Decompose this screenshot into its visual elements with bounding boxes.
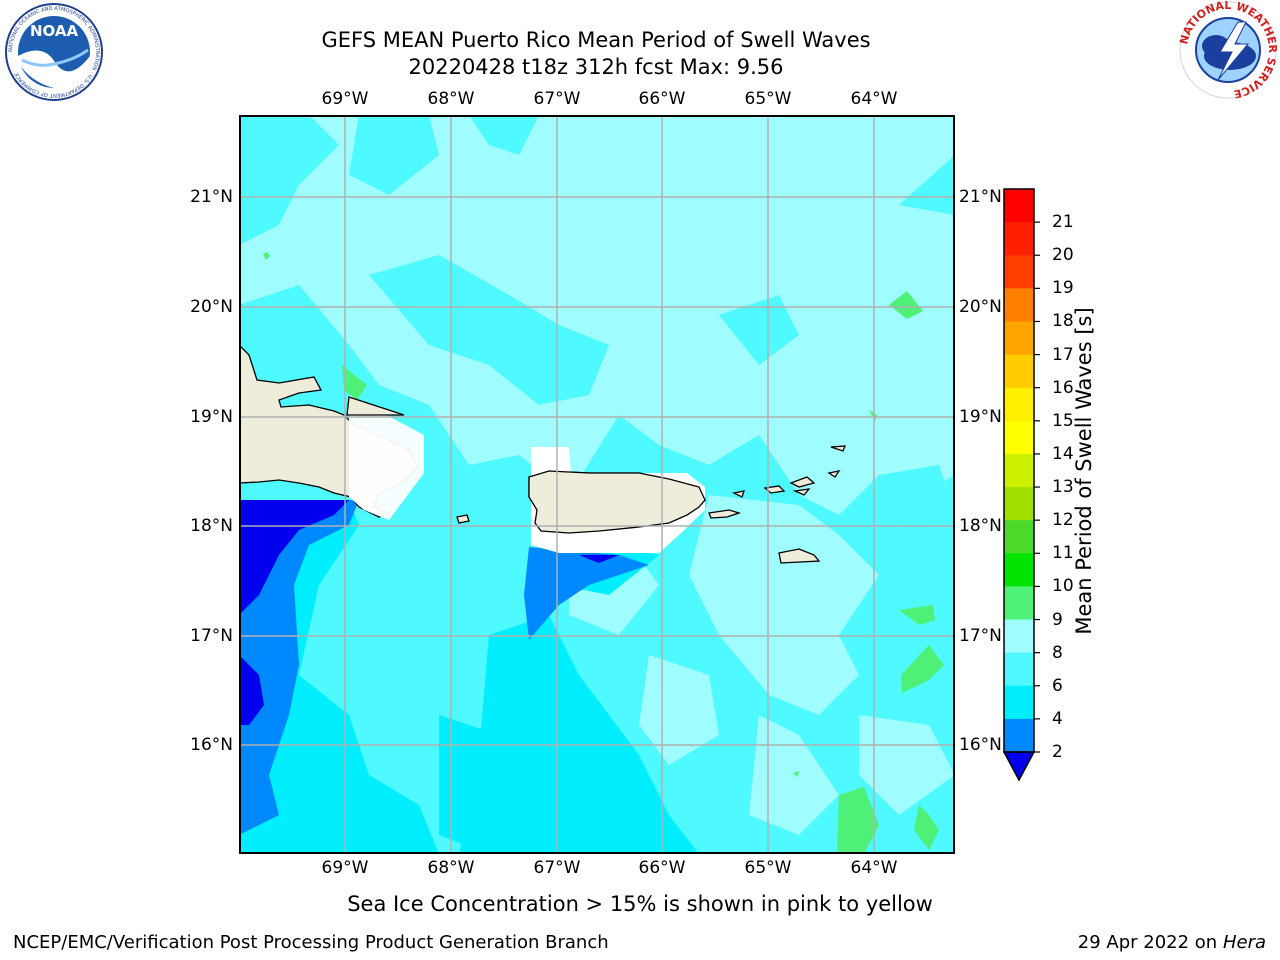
lat-label-left-1: 21°N (190, 187, 233, 207)
colorbar-tick-label: 2 (1052, 742, 1063, 762)
graticule (239, 115, 955, 854)
lon-label-top-5: 65°W (744, 89, 792, 109)
map-svg (239, 115, 955, 854)
lon-label-bottom-3: 67°W (533, 858, 581, 878)
colorbar-tick-label: 15 (1052, 410, 1074, 431)
lat-label-right-1: 21°N (959, 187, 1002, 207)
lat-label-right-6: 16°N (959, 735, 1002, 755)
colorbar-tick-label: 11 (1052, 543, 1074, 564)
map-frame (239, 115, 955, 854)
colorbar-tick-label: 17 (1052, 344, 1074, 365)
colorbar-tick-label: 19 (1052, 278, 1074, 299)
colorbar-band (1004, 288, 1034, 322)
land-st-john (792, 488, 811, 496)
nws-logo: NATIONAL WEATHER SERVICE (1177, 0, 1279, 101)
colorbar-band (1004, 255, 1034, 289)
colorbar-tick-label: 10 (1052, 576, 1074, 597)
land-st-thomas (763, 485, 786, 494)
colorbar-band (1004, 586, 1034, 621)
lat-label-left-3: 19°N (190, 407, 233, 427)
noaa-logo-text: NOAA (30, 22, 79, 40)
swell-period-9-10-zones (263, 252, 944, 854)
colorbar-band (1004, 685, 1034, 720)
colorbar-tick-label: 14 (1052, 443, 1074, 464)
plot-title-line2: 20220428 t18z 312h fcst Max: 9.56 (408, 55, 784, 79)
colorbar-frame (1003, 188, 1035, 753)
lon-label-top-1: 69°W (321, 89, 369, 109)
lat-label-right-3: 19°N (959, 407, 1002, 427)
colorbar-tick-label: 18 (1052, 311, 1074, 332)
lat-label-left-6: 16°N (190, 735, 233, 755)
colorbar-tick-label: 12 (1052, 510, 1074, 531)
lat-label-right-5: 17°N (959, 626, 1002, 646)
lon-label-top-3: 67°W (533, 89, 581, 109)
swell-period-2-4-zones (239, 500, 649, 835)
colorbar-band (1004, 718, 1034, 753)
lon-label-bottom-1: 69°W (321, 858, 369, 878)
colorbar-tick-label: 20 (1052, 245, 1074, 266)
colorbar-ticks: 2 4 6 8 9 10 11 12 13 14 15 16 17 18 19 20 21 (1052, 0, 1112, 960)
colorbar-tick-label: 21 (1052, 212, 1074, 233)
map-panel (239, 115, 955, 854)
colorbar-band (1004, 420, 1034, 455)
colorbar-band (1004, 652, 1034, 687)
land-tortola (789, 476, 816, 488)
footer-branch: NCEP/EMC/Verification Post Processing Pr… (13, 932, 609, 953)
lat-label-left-4: 18°N (190, 516, 233, 536)
colorbar-tick-label: 4 (1052, 708, 1063, 729)
colorbar-under-arrow (1002, 751, 1036, 782)
colorbar-band (1004, 387, 1034, 422)
land-st-croix (778, 548, 821, 564)
colorbar-tick-label: 13 (1052, 477, 1074, 498)
colorbar-tick-label: 16 (1052, 377, 1074, 398)
colorbar-band (1004, 189, 1034, 223)
colorbar-tick-label: 9 (1052, 609, 1063, 630)
lat-label-left-2: 20°N (190, 297, 233, 317)
colorbar-band (1004, 520, 1034, 554)
sea-ice-note: Sea Ice Concentration > 15% is shown in … (347, 892, 933, 916)
colorbar-svg (1002, 188, 1040, 782)
colorbar-label: Mean Period of Swell Waves [s] (1072, 307, 1096, 635)
plot-title-line1: GEFS MEAN Puerto Rico Mean Period of Swe… (321, 28, 871, 52)
land-mona-island (456, 514, 470, 524)
colorbar-band (1004, 453, 1034, 488)
colorbar-band (1004, 619, 1034, 654)
colorbar-tick-label: 6 (1052, 675, 1063, 696)
colorbar-band (1004, 487, 1034, 521)
land-culebra (732, 490, 745, 498)
lat-label-left-5: 17°N (190, 626, 233, 646)
lon-label-bottom-5: 65°W (744, 858, 792, 878)
lon-label-bottom-6: 64°W (850, 858, 898, 878)
footer-machine: Hera (1222, 932, 1266, 953)
colorbar-band (1004, 321, 1034, 356)
land-vieques (708, 509, 742, 519)
land-virgin-gorda (827, 470, 841, 478)
lon-label-top-2: 68°W (427, 89, 475, 109)
lat-label-right-4: 18°N (959, 516, 1002, 536)
colorbar-band (1004, 222, 1034, 256)
noaa-logo: NOAA NATIONAL OCEANIC AND ATMOSPHERIC AD… (4, 2, 104, 102)
footer-date: 29 Apr 2022 on Hera (1078, 932, 1266, 954)
lon-label-bottom-4: 66°W (638, 858, 686, 878)
lat-label-right-2: 20°N (959, 297, 1002, 317)
swell-period-under-2-zones (239, 500, 619, 725)
lon-label-top-6: 64°W (850, 89, 898, 109)
colorbar-band (1004, 354, 1034, 389)
lon-label-bottom-2: 68°W (427, 858, 475, 878)
mask-hispaniola-east (349, 395, 424, 520)
colorbar (1000, 185, 1046, 785)
land-anegada (830, 445, 846, 452)
lon-label-top-4: 66°W (638, 89, 686, 109)
colorbar-tick-label: 8 (1052, 642, 1063, 663)
footer-date-text: 29 Apr 2022 on (1077, 932, 1223, 953)
colorbar-band (1004, 553, 1034, 587)
